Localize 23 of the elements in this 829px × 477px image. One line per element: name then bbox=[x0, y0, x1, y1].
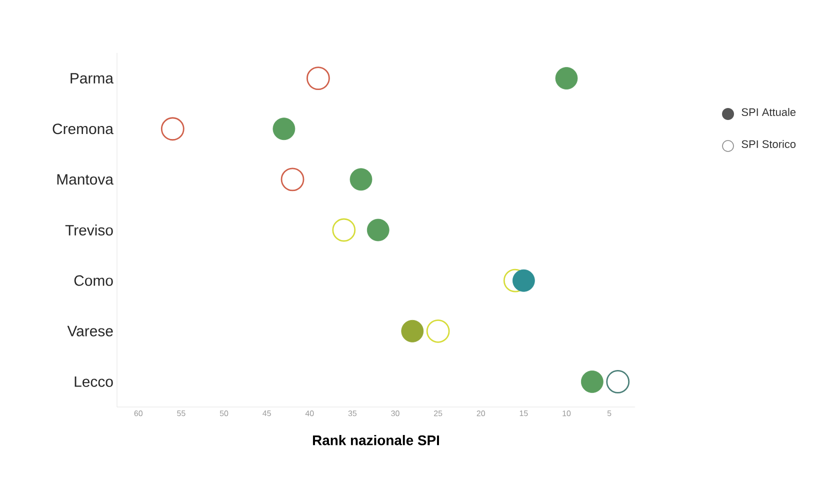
y-tick-label: Treviso bbox=[65, 224, 113, 236]
y-tick-label: Mantova bbox=[57, 174, 114, 185]
point bbox=[512, 269, 535, 292]
point bbox=[580, 370, 604, 393]
point bbox=[272, 118, 296, 140]
text: SPI Attuale bbox=[742, 108, 796, 116]
point bbox=[366, 218, 390, 242]
y-tick-label: Varese bbox=[67, 326, 113, 336]
point bbox=[401, 320, 424, 342]
point bbox=[606, 370, 630, 394]
point bbox=[350, 168, 372, 191]
y-tick-label: Parma bbox=[70, 73, 114, 84]
y-tick-label: Cremona bbox=[52, 124, 114, 134]
y-tick-label: Lecco bbox=[74, 376, 113, 387]
point bbox=[555, 67, 578, 90]
point bbox=[306, 66, 330, 90]
point bbox=[280, 168, 304, 192]
x-axis-title: Rank nazionale SPI bbox=[312, 435, 439, 446]
point bbox=[332, 218, 356, 242]
text: SPI Storico bbox=[742, 140, 796, 148]
point bbox=[426, 319, 450, 343]
y-tick-label: Como bbox=[74, 275, 113, 286]
point bbox=[160, 117, 184, 141]
